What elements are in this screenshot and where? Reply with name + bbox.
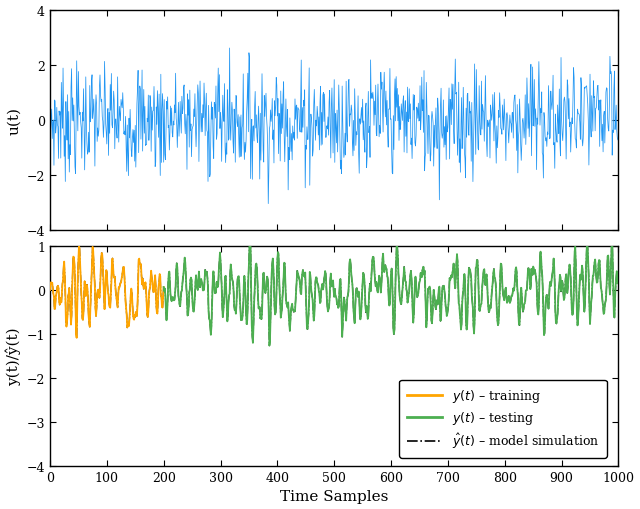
Y-axis label: y(t)/ŷ(t): y(t)/ŷ(t) xyxy=(6,327,21,386)
X-axis label: Time Samples: Time Samples xyxy=(280,490,388,503)
Legend: $y(t)$ – training, $y(t)$ – testing, $\hat{y}(t)$ – model simulation: $y(t)$ – training, $y(t)$ – testing, $\h… xyxy=(399,380,607,458)
Y-axis label: u(t): u(t) xyxy=(7,106,21,134)
